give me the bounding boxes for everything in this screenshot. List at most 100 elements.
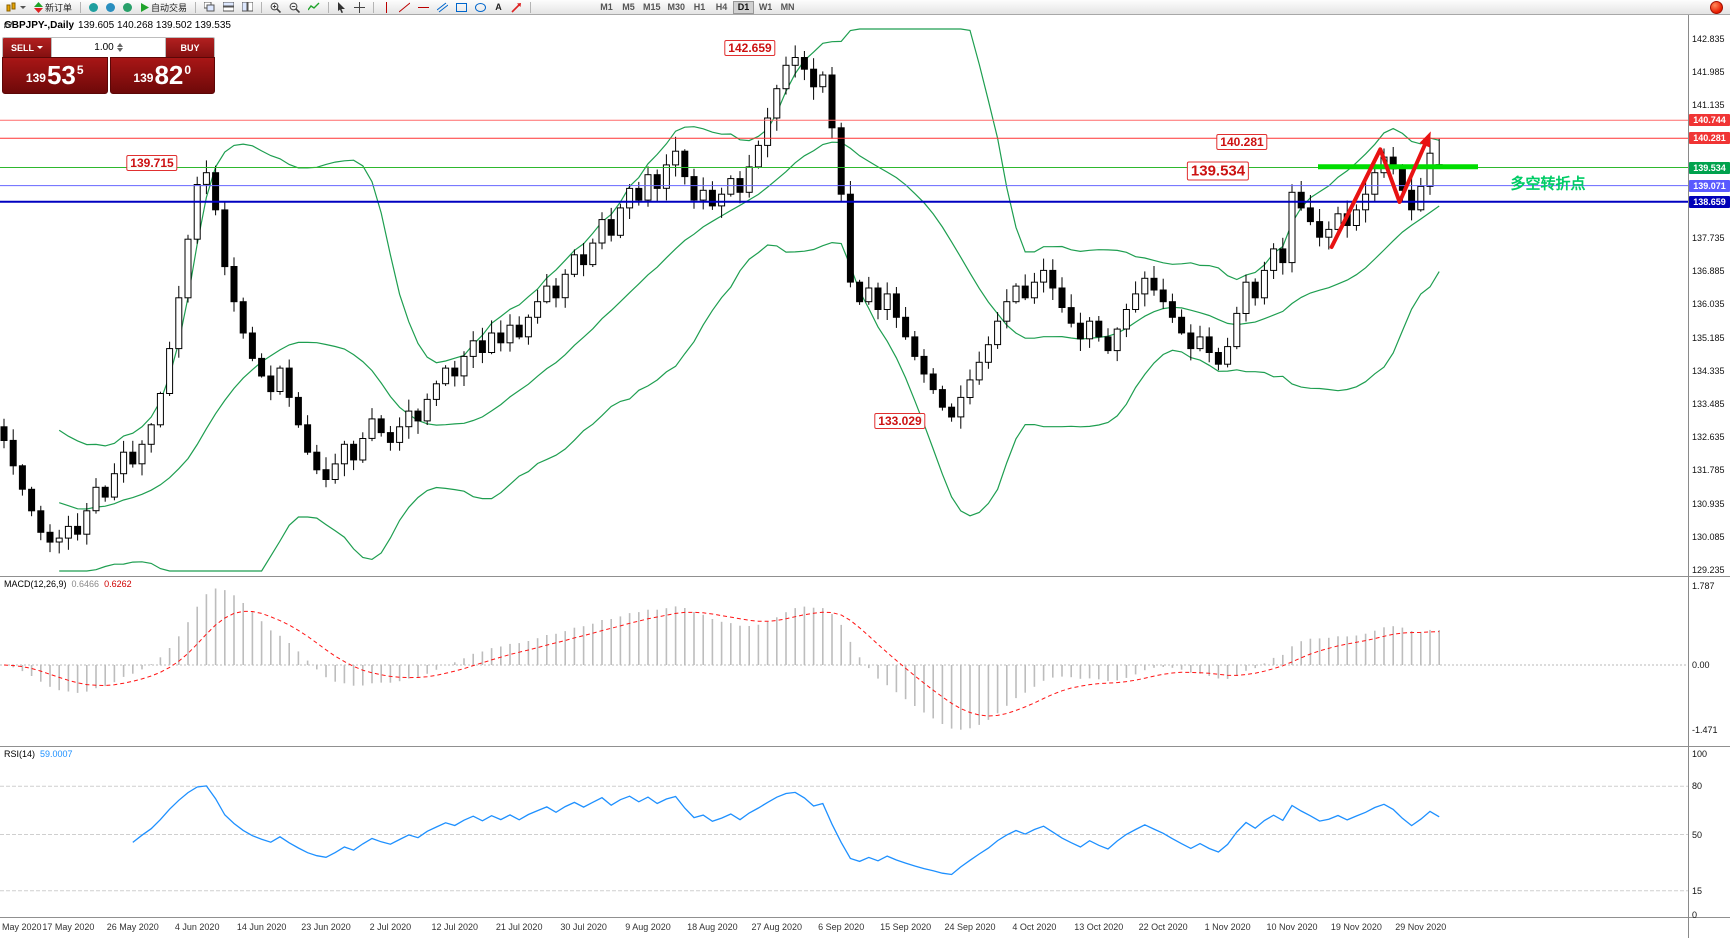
- price-axis[interactable]: 142.835 141.985 141.135 137.735 136.885 136.0…: [1688, 15, 1730, 576]
- price-axis-label: 132.635: [1692, 432, 1725, 443]
- volume-up-icon[interactable]: [116, 43, 123, 47]
- timeframe-m1[interactable]: M1: [596, 1, 617, 14]
- zigzag-arrowhead: [1419, 131, 1431, 148]
- candlestick-chart[interactable]: [0, 15, 1689, 577]
- new-order-label: 新订单: [45, 2, 73, 13]
- cascade-windows-button[interactable]: [201, 1, 218, 14]
- rsi-axis-label: 15: [1692, 885, 1703, 896]
- rectangle-tool-button[interactable]: [453, 1, 470, 14]
- price-axis-label: 141.985: [1692, 66, 1725, 77]
- sell-button[interactable]: SELL: [3, 38, 51, 57]
- buy-label: BUY: [180, 42, 200, 53]
- zoom-out-button[interactable]: [286, 1, 303, 14]
- price-axis-label: 135.185: [1692, 332, 1725, 343]
- buy-price-display[interactable]: 139 82 0: [109, 57, 215, 94]
- rsi-line: [132, 785, 1440, 876]
- macd-axis[interactable]: 1.787 0.00 -1.471: [1688, 577, 1730, 746]
- text-tool-icon: A: [495, 2, 502, 12]
- volume-down-icon[interactable]: [116, 48, 123, 52]
- zigzag-arrow[interactable]: [1329, 139, 1429, 249]
- horizontal-line-tool-button[interactable]: [415, 1, 432, 14]
- data-window-icon: [106, 2, 116, 12]
- price-axis-label: 134.335: [1692, 365, 1725, 376]
- new-order-button[interactable]: 新订单: [31, 1, 75, 14]
- arrows-tool-icon: [511, 2, 522, 13]
- timeframe-w1[interactable]: W1: [755, 1, 776, 14]
- rsi-value: 59.0007: [40, 749, 73, 759]
- rsi-label: RSI(14) 59.0007: [4, 749, 73, 759]
- windows-tile-h-icon: [223, 2, 235, 12]
- market-watch-icon: [89, 2, 99, 12]
- channel-tool-button[interactable]: [434, 1, 451, 14]
- bollinger-lower-band: [59, 241, 1440, 572]
- sell-label: SELL: [10, 42, 34, 53]
- navigator-button[interactable]: [120, 1, 135, 14]
- new-chart-caret-icon: [20, 5, 26, 9]
- zoom-in-icon: [270, 2, 282, 13]
- date-label: 2 Jul 2020: [369, 922, 412, 932]
- data-window-button[interactable]: [103, 1, 118, 14]
- navigator-icon: [123, 2, 133, 12]
- toolbar-separator: [373, 1, 375, 13]
- autotrade-button[interactable]: 自动交易: [137, 1, 190, 14]
- one-click-trading-panel: SELL 1.00 BUY 139 53 5 139: [2, 37, 215, 94]
- toolbar-separator: [530, 1, 532, 13]
- autotrade-play-icon: [141, 2, 150, 12]
- timeframe-h1[interactable]: H1: [689, 1, 710, 14]
- indicators-button[interactable]: [305, 1, 323, 14]
- trendline-tool-button[interactable]: [396, 1, 413, 14]
- rectangle-tool-icon: [456, 2, 468, 12]
- new-chart-icon: [6, 2, 16, 11]
- macd-chart[interactable]: [0, 577, 1689, 747]
- timeframe-group: M1 M5 M15 M30 H1 H4 D1 W1 MN: [596, 0, 798, 14]
- date-label: 4 Jun 2020: [174, 922, 220, 932]
- timeframe-m15[interactable]: M15: [640, 1, 664, 14]
- sell-price-display[interactable]: 139 53 5: [2, 57, 108, 94]
- rsi-axis[interactable]: 100 80 50 15 0: [1688, 747, 1730, 920]
- market-watch-button[interactable]: [86, 1, 101, 14]
- symbol-period-label: GBPJPY-,Daily: [4, 20, 75, 31]
- price-axis-label: 137.735: [1692, 232, 1725, 243]
- date-label: 27 Aug 2020: [751, 922, 803, 932]
- date-label: 24 Sep 2020: [944, 922, 996, 932]
- autotrade-label: 自动交易: [151, 2, 188, 13]
- crosshair-tool-button[interactable]: [351, 1, 368, 14]
- rsi-chart[interactable]: [0, 747, 1689, 918]
- timeframe-m5[interactable]: M5: [618, 1, 639, 14]
- price-axis-label: 130.085: [1692, 531, 1725, 542]
- tile-horizontal-button[interactable]: [220, 1, 237, 14]
- new-order-icon: [34, 1, 43, 13]
- toolbar-separator: [328, 1, 330, 13]
- date-label: 23 Jun 2020: [301, 922, 351, 932]
- ellipse-tool-icon: [475, 2, 487, 12]
- timeframe-m30[interactable]: M30: [665, 1, 689, 14]
- volume-spinner[interactable]: [116, 43, 123, 52]
- zoom-in-button[interactable]: [267, 1, 284, 14]
- windows-cascade-icon: [204, 2, 215, 12]
- zoom-out-icon: [289, 2, 301, 13]
- date-label: 26 May 2020: [106, 922, 159, 932]
- date-label: 14 Jun 2020: [236, 922, 287, 932]
- macd-axis-label: 1.787: [1692, 581, 1715, 592]
- ellipse-tool-button[interactable]: [472, 1, 489, 14]
- date-label: 1 Nov 2020: [1204, 922, 1251, 932]
- buy-button[interactable]: BUY: [166, 38, 214, 57]
- arrows-tool-button[interactable]: [508, 1, 525, 14]
- tile-vertical-button[interactable]: [239, 1, 256, 14]
- macd-signal-value: 0.6262: [104, 579, 132, 589]
- timeframe-d1[interactable]: D1: [733, 0, 755, 14]
- sell-price-main: 139: [25, 71, 46, 85]
- timeframe-mn[interactable]: MN: [777, 1, 798, 14]
- volume-field[interactable]: 1.00: [51, 38, 166, 57]
- status-indicator-icon[interactable]: [1710, 0, 1723, 14]
- text-tool-button[interactable]: A: [491, 1, 506, 14]
- timeframe-h4[interactable]: H4: [711, 1, 732, 14]
- rsi-panel: RSI(14) 59.0007 100 80 50 15 0: [0, 747, 1730, 920]
- cursor-tool-button[interactable]: [334, 1, 349, 14]
- vertical-line-tool-button[interactable]: [379, 1, 394, 14]
- time-axis[interactable]: May 2020 17 May 2020 26 May 2020 4 Jun 2020…: [0, 918, 1730, 938]
- rsi-axis-label: 0: [1692, 910, 1698, 920]
- ohlc-values: 139.605 140.268 139.502 139.535: [78, 20, 231, 31]
- new-chart-button[interactable]: [3, 1, 29, 14]
- price-axis-label: 130.935: [1692, 498, 1725, 509]
